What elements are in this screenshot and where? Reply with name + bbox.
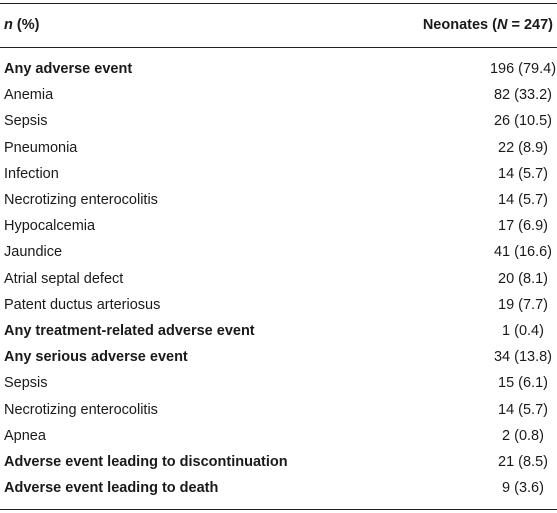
- header-cell-measure: n (%): [0, 17, 393, 33]
- row-value: 14 (5.7): [498, 401, 548, 418]
- row-label: Sepsis: [4, 375, 48, 392]
- row-label: Necrotizing enterocolitis: [4, 401, 158, 418]
- row-value: 41 (16.6): [493, 244, 553, 261]
- table-row: Adverse event leading to discontinuation…: [0, 449, 557, 475]
- table-row: Necrotizing enterocolitis 14 (5.7): [0, 187, 557, 213]
- header-N-symbol: N: [496, 17, 508, 33]
- row-value: 82 (33.2): [493, 87, 553, 104]
- row-value: 1 (0.4): [502, 322, 544, 339]
- table-row: Any treatment-related adverse event 1 (0.…: [0, 318, 557, 344]
- header-neonates-prefix: Neonates (: [422, 17, 497, 33]
- table-bottom-rule: [0, 509, 557, 510]
- header-neonates-suffix: = 247): [507, 17, 553, 33]
- table-row: Atrial septal defect 20 (8.1): [0, 266, 557, 292]
- row-label: Patent ductus arteriosus: [4, 296, 161, 313]
- row-label: Necrotizing enterocolitis: [4, 192, 158, 209]
- row-value: 2 (0.8): [502, 427, 544, 444]
- row-value: 21 (8.5): [498, 453, 548, 470]
- header-percent-label: (%): [12, 17, 40, 33]
- row-label: Anemia: [4, 87, 54, 104]
- table-row: Any adverse event 196 (79.4): [0, 56, 557, 82]
- row-value: 17 (6.9): [498, 218, 548, 235]
- row-value: 14 (5.7): [498, 192, 548, 209]
- table-header-rule: [0, 47, 557, 48]
- table-top-rule: [0, 3, 557, 4]
- row-value: 34 (13.8): [493, 349, 553, 366]
- table-row: Pneumonia 22 (8.9): [0, 135, 557, 161]
- row-label: Apnea: [4, 427, 46, 444]
- row-value: 19 (7.7): [498, 296, 548, 313]
- table-row: Anemia 82 (33.2): [0, 82, 557, 108]
- table-row: Apnea 2 (0.8): [0, 423, 557, 449]
- row-value: 15 (6.1): [498, 375, 548, 392]
- row-value: 22 (8.9): [498, 139, 548, 156]
- row-label: Hypocalcemia: [4, 218, 96, 235]
- header-cell-neonates: Neonates (N = 247): [393, 17, 557, 33]
- row-label: Any serious adverse event: [4, 349, 188, 366]
- table-row: Hypocalcemia 17 (6.9): [0, 213, 557, 239]
- row-label: Atrial septal defect: [4, 270, 124, 287]
- row-label: Infection: [4, 165, 59, 182]
- row-label: Jaundice: [4, 244, 63, 261]
- table-row: Sepsis 26 (10.5): [0, 108, 557, 134]
- row-value: 20 (8.1): [498, 270, 548, 287]
- table-row: Jaundice 41 (16.6): [0, 239, 557, 265]
- row-label: Adverse event leading to death: [4, 480, 219, 497]
- row-label: Sepsis: [4, 113, 48, 130]
- table-row: Sepsis 15 (6.1): [0, 370, 557, 396]
- table-row: Patent ductus arteriosus 19 (7.7): [0, 292, 557, 318]
- row-label: Any adverse event: [4, 61, 133, 78]
- table-row: Any serious adverse event 34 (13.8): [0, 344, 557, 370]
- row-label: Any treatment-related adverse event: [4, 322, 255, 339]
- row-value: 26 (10.5): [493, 113, 553, 130]
- header-n-symbol: n: [4, 17, 13, 33]
- table-body: Any adverse event 196 (79.4) Anemia 82 (33.…: [0, 56, 557, 501]
- row-value: 196 (79.4): [489, 61, 557, 78]
- table-row: Infection 14 (5.7): [0, 161, 557, 187]
- table-row: Adverse event leading to death 9 (3.6): [0, 475, 557, 501]
- table-row: Necrotizing enterocolitis 14 (5.7): [0, 396, 557, 422]
- table-header-row: n (%) Neonates (N = 247): [0, 3, 557, 47]
- row-label: Pneumonia: [4, 139, 78, 156]
- row-value: 9 (3.6): [502, 480, 544, 497]
- row-label: Adverse event leading to discontinuation: [4, 453, 288, 470]
- row-value: 14 (5.7): [498, 165, 548, 182]
